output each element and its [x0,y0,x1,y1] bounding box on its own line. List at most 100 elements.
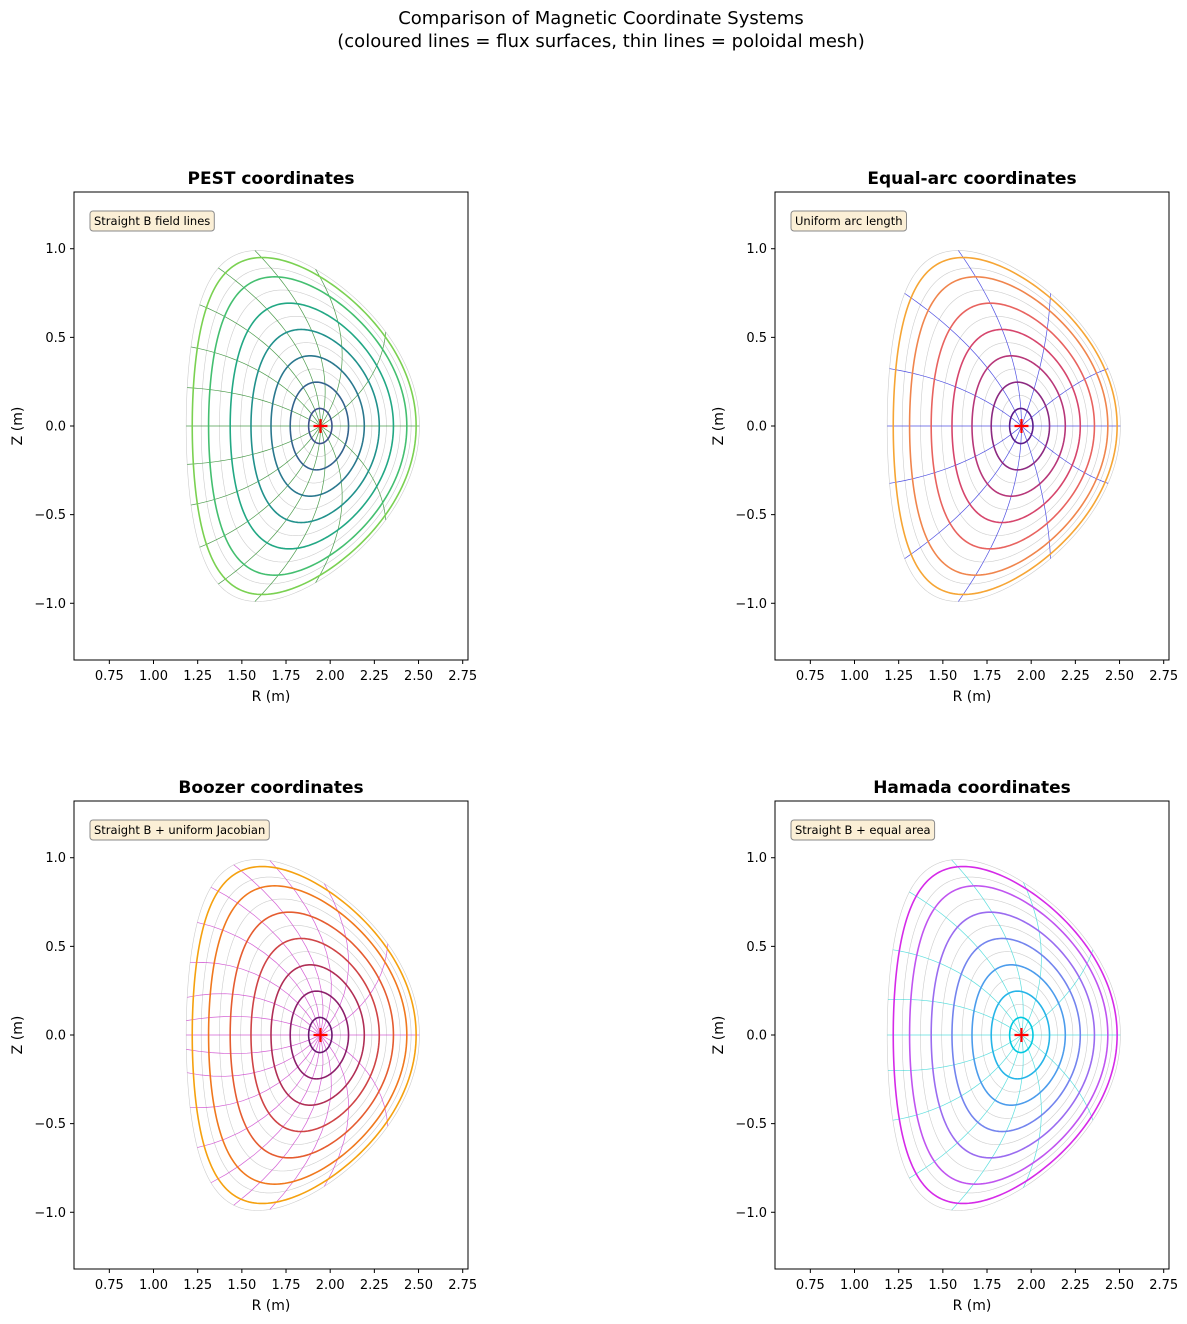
x-tick-label: 0.75 [95,669,124,684]
flux-surface-6 [908,885,1109,1185]
y-tick-label: 0.0 [45,420,66,435]
mesh-line-9 [888,1034,1022,1072]
flux-surface-5 [229,302,395,550]
flux-surface-3 [270,963,366,1107]
y-tick-label: −1.0 [735,597,767,612]
x-tick-label: 1.50 [928,669,957,684]
mesh-line-14 [190,1034,321,1109]
mesh-line-14 [1021,1034,1094,1121]
mesh-line-5 [909,891,1022,1036]
x-tick-label: 1.75 [272,1278,301,1293]
y-tick-label: 1.0 [746,242,767,257]
x-axis-label: R (m) [252,1298,291,1314]
x-tick-label: 2.00 [1017,1278,1046,1293]
flux-surface-7 [892,256,1118,596]
x-tick-label: 0.75 [95,1278,124,1293]
flux-surface-3 [270,354,366,498]
mesh-line-3 [1021,882,1042,1036]
mesh-line-5 [904,293,1022,427]
panel-title: Boozer coordinates [178,778,363,798]
x-tick-label: 0.75 [796,669,825,684]
plot-area [886,859,1121,1211]
annotation-box: Straight B + uniform Jacobian [89,819,270,841]
mesh-line-7 [190,346,321,427]
panel-2: 0.75 1.00 1.25 1.50 1.75 2.00 2.25 2.50 2.75 −1.0… [711,169,1178,705]
mesh-line-11 [909,1034,1022,1179]
flux-surface-2 [990,381,1051,471]
y-tick-label: 1.0 [45,851,66,866]
y-tick-label: 1.0 [746,851,767,866]
flux-surface-6 [207,885,408,1185]
x-tick-label: 1.25 [183,669,212,684]
flux-surface-1 [307,1016,333,1054]
flux-surface-3 [971,354,1067,498]
y-tick-label: 1.0 [45,242,66,257]
y-tick-label: 0.5 [746,331,767,346]
flux-surface-6 [207,276,408,576]
mesh-line-4 [254,250,326,427]
mesh-line-2 [1021,949,1094,1036]
mesh-line-12 [199,425,321,548]
mesh-line-4 [958,250,1022,427]
mesh-line-11 [1021,425,1051,559]
x-tick-label: 2.00 [316,669,345,684]
y-tick-label: 0.0 [746,420,767,435]
y-tick-label: −1.0 [34,1206,66,1221]
y-axis-label: Z (m) [10,1016,26,1055]
mesh-line-8 [889,425,1022,484]
figure-title: Comparison of Magnetic Coordinate System… [398,8,804,29]
x-tick-label: 1.00 [139,669,168,684]
x-tick-label: 2.25 [360,1278,389,1293]
annotation-box: Straight B + equal area [790,819,936,841]
mesh-line-13 [1021,1034,1042,1188]
mesh-line-11 [190,425,321,506]
flux-surface-2 [289,990,350,1080]
magnetic-axis-marker [1014,419,1029,433]
mesh-line-6 [889,368,1022,427]
annotation-box: Uniform arc length [790,210,907,232]
mesh-line-8 [190,961,321,1036]
panel-4: 0.75 1.00 1.25 1.50 1.75 2.00 2.25 2.50 2.75 −1.0… [711,778,1178,1314]
x-tick-label: 1.75 [272,669,301,684]
x-tick-label: 1.00 [139,1278,168,1293]
flux-surface-4 [951,328,1082,524]
y-tick-label: 0.5 [45,940,66,955]
y-tick-label: −1.0 [34,597,66,612]
x-tick-label: 1.50 [928,1278,957,1293]
x-tick-label: 2.25 [1061,669,1090,684]
y-axis-label: Z (m) [711,1016,727,1055]
mesh-line-9 [187,993,321,1036]
x-tick-label: 1.50 [227,669,256,684]
x-tick-label: 2.25 [360,669,389,684]
mesh-line-17 [233,1034,324,1206]
figure-subtitle: (coloured lines = flux surfaces, thin li… [337,31,864,52]
flux-surface-4 [951,937,1082,1133]
x-tick-label: 1.75 [973,669,1002,684]
y-axis-label: Z (m) [711,407,727,446]
mesh-line-10 [187,425,321,465]
mesh-line-12 [951,1034,1024,1211]
panel-3: 0.75 1.00 1.25 1.50 1.75 2.00 2.25 2.50 2.75 −1.0… [10,778,477,1314]
mesh-line-10 [892,1034,1022,1121]
mesh-line-16 [210,1034,321,1184]
plot-area [886,250,1121,602]
panel-title: PEST coordinates [188,169,355,189]
x-tick-label: 2.75 [1149,1278,1178,1293]
x-tick-label: 0.75 [796,1278,825,1293]
x-tick-label: 1.00 [840,1278,869,1293]
x-tick-label: 1.25 [884,669,913,684]
mesh-line-20 [320,1034,389,1127]
mesh-line-16 [320,425,387,520]
mesh-line-12 [1021,425,1109,484]
flux-surface-7 [191,865,417,1205]
y-tick-label: 0.5 [45,331,66,346]
flux-surface-5 [930,911,1096,1159]
flux-surface-4 [250,328,381,524]
mesh-line-10 [186,1016,321,1036]
y-tick-label: −0.5 [34,508,66,523]
mesh-line-13 [187,1034,321,1077]
x-tick-label: 1.75 [973,1278,1002,1293]
y-tick-label: −0.5 [735,508,767,523]
mesh-line-18 [269,1034,332,1210]
plot-area [185,250,420,602]
